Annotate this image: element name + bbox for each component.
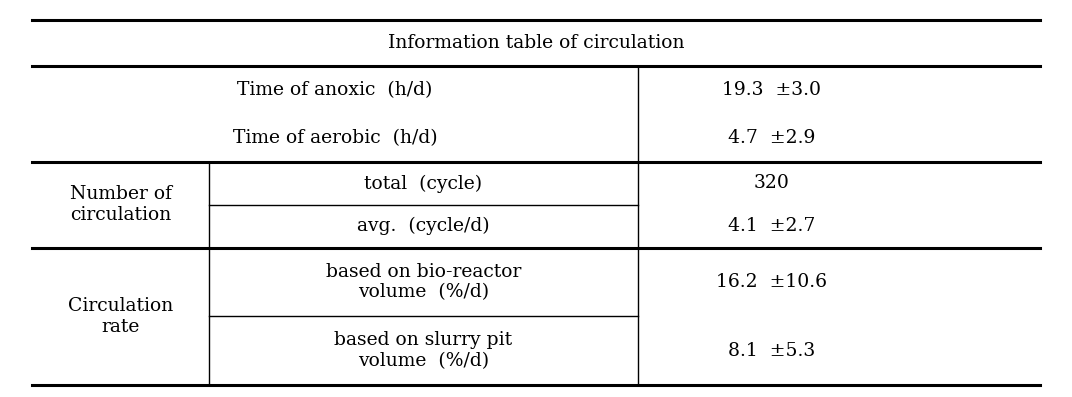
Text: Number of
circulation: Number of circulation bbox=[70, 185, 172, 224]
Text: based on bio-reactor
volume  (%/d): based on bio-reactor volume (%/d) bbox=[326, 262, 521, 301]
Text: Circulation
rate: Circulation rate bbox=[68, 297, 174, 336]
Text: avg.  (cycle/d): avg. (cycle/d) bbox=[357, 217, 490, 235]
Text: 4.7  ±2.9: 4.7 ±2.9 bbox=[728, 129, 816, 147]
Text: 8.1  ±5.3: 8.1 ±5.3 bbox=[728, 342, 816, 360]
Text: Time of anoxic  (h/d): Time of anoxic (h/d) bbox=[237, 81, 433, 99]
Text: Time of aerobic  (h/d): Time of aerobic (h/d) bbox=[233, 129, 437, 147]
Text: 320: 320 bbox=[754, 175, 790, 193]
Text: 4.1  ±2.7: 4.1 ±2.7 bbox=[728, 217, 816, 235]
Text: Information table of circulation: Information table of circulation bbox=[388, 34, 684, 52]
Text: 19.3  ±3.0: 19.3 ±3.0 bbox=[723, 81, 821, 99]
Text: total  (cycle): total (cycle) bbox=[364, 174, 482, 193]
Text: 16.2  ±10.6: 16.2 ±10.6 bbox=[716, 273, 828, 291]
Text: based on slurry pit
volume  (%/d): based on slurry pit volume (%/d) bbox=[334, 331, 512, 370]
